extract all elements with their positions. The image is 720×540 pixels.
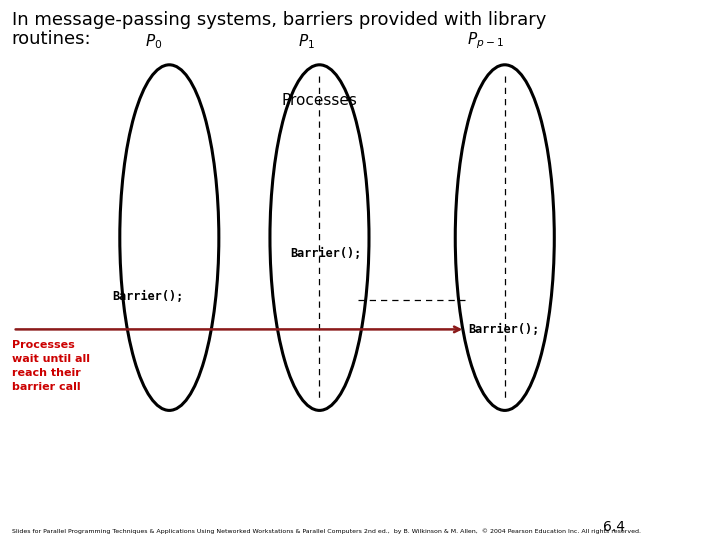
Text: Barrier();: Barrier();	[112, 291, 183, 303]
Text: Slides for Parallel Programming Techniques & Applications Using Networked Workst: Slides for Parallel Programming Techniqu…	[12, 528, 641, 534]
Text: $P_{p-1}$: $P_{p-1}$	[467, 31, 504, 51]
Text: In message-passing systems, barriers provided with library: In message-passing systems, barriers pro…	[12, 11, 546, 29]
Text: Processes: Processes	[282, 93, 357, 108]
Text: 6.4: 6.4	[603, 519, 625, 534]
Text: $P_1$: $P_1$	[298, 32, 315, 51]
Text: routines:: routines:	[12, 30, 91, 48]
Text: Barrier();: Barrier();	[468, 323, 539, 336]
Text: Barrier();: Barrier();	[291, 247, 362, 260]
Text: Processes
wait until all
reach their
barrier call: Processes wait until all reach their bar…	[12, 340, 89, 392]
Text: $P_0$: $P_0$	[145, 32, 162, 51]
